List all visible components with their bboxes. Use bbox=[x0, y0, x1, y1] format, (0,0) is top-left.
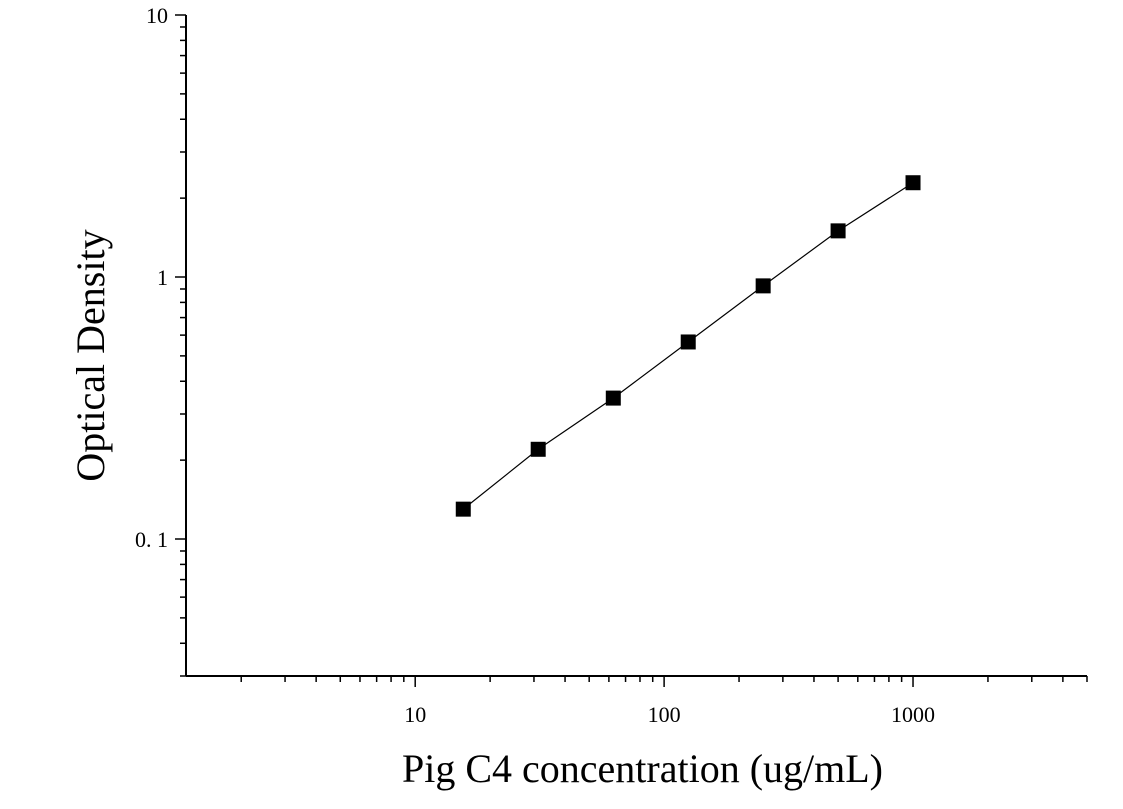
data-point bbox=[755, 278, 771, 294]
data-point bbox=[455, 501, 471, 517]
y-tick-label: 10 bbox=[146, 3, 168, 28]
data-point bbox=[680, 334, 696, 350]
data-point bbox=[530, 441, 546, 457]
data-point bbox=[905, 175, 921, 191]
y-axis-title: Optical Density bbox=[68, 229, 113, 481]
data-point bbox=[830, 223, 846, 239]
y-tick-label: 0. 1 bbox=[135, 527, 168, 552]
data-point bbox=[605, 390, 621, 406]
x-tick-label: 10 bbox=[404, 702, 426, 727]
x-tick-label: 1000 bbox=[891, 702, 935, 727]
x-axis-title: Pig C4 concentration (ug/mL) bbox=[402, 746, 883, 791]
data-points bbox=[455, 175, 921, 517]
axes bbox=[175, 14, 1088, 687]
tick-labels: 10 100 1000 0. 1 1 10 bbox=[135, 3, 935, 727]
x-tick-label: 100 bbox=[648, 702, 681, 727]
y-tick-label: 1 bbox=[157, 265, 168, 290]
